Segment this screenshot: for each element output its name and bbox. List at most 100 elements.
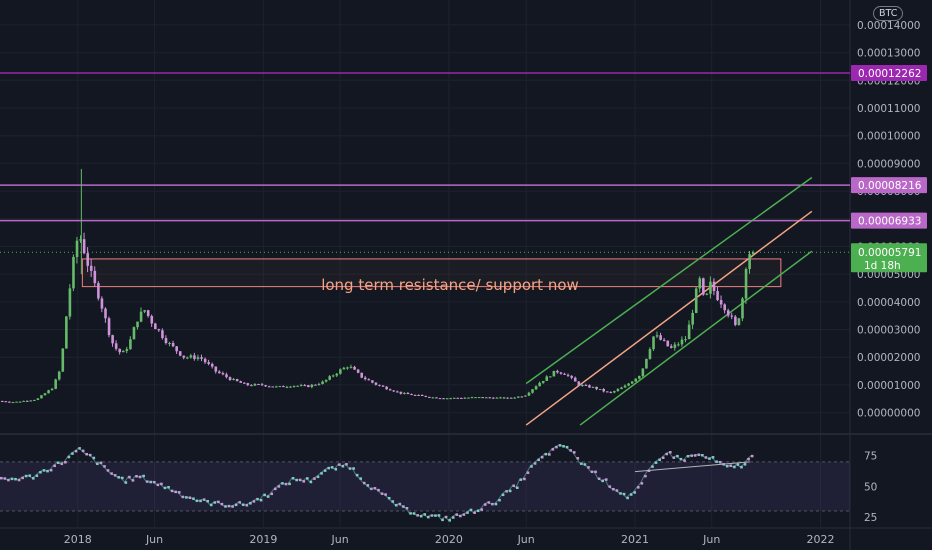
candle — [484, 397, 488, 399]
rsi-bar — [629, 493, 633, 496]
candle — [203, 358, 207, 363]
rsi-bar — [67, 455, 71, 459]
level-tag-label: 0.00006933 — [858, 216, 921, 228]
rsi-bar — [46, 469, 49, 473]
rsi-bar — [391, 500, 395, 503]
candle — [506, 397, 509, 399]
rsi-bar — [576, 457, 580, 460]
candle — [385, 386, 388, 390]
rsi-bar — [199, 499, 202, 503]
candle — [652, 336, 655, 350]
candle — [18, 401, 22, 403]
candle — [396, 391, 399, 393]
rsi-bar — [459, 514, 462, 518]
time-tick-label: Jun — [331, 533, 349, 546]
candle — [556, 370, 559, 373]
rsi-bar — [49, 468, 53, 472]
candle — [335, 373, 339, 376]
rsi-bar — [622, 492, 626, 496]
candle — [132, 327, 136, 340]
price-axis[interactable]: 0.00000000 0.00001000 0.00002000 0.00003000… — [857, 20, 920, 420]
rsi-bar — [733, 465, 736, 469]
candle — [570, 375, 573, 378]
candle — [388, 389, 392, 391]
candle — [171, 342, 175, 347]
candle — [111, 335, 114, 344]
candle — [310, 384, 314, 388]
rsi-bar — [92, 456, 96, 460]
rsi-bar — [323, 469, 327, 472]
rsi-bar — [78, 447, 81, 450]
candle — [719, 300, 723, 305]
rsi-bar — [661, 456, 665, 459]
rsi-bar — [142, 474, 145, 478]
rsi-band-fill — [0, 461, 850, 512]
candle — [257, 384, 260, 386]
candle — [346, 367, 349, 369]
price-tick-label: 0.00003000 — [857, 325, 920, 337]
rsi-tick-label: 50 — [864, 481, 877, 493]
rsi-bar — [35, 474, 39, 478]
candle — [481, 397, 485, 399]
candle — [730, 315, 734, 317]
candle — [563, 373, 566, 375]
rsi-bar — [533, 462, 537, 465]
candle — [374, 382, 378, 385]
rsi-bar — [537, 458, 540, 462]
rsi-bar — [124, 481, 128, 484]
candle — [260, 384, 264, 386]
rsi-bar — [395, 504, 398, 507]
rsi-bar — [71, 452, 74, 455]
time-axis[interactable]: 2018 Jun 2019 Jun 2020 Jun 2021 Jun 2022 — [64, 533, 835, 546]
candle — [143, 310, 146, 312]
candle — [89, 265, 93, 271]
rsi-bar — [736, 463, 740, 466]
candle — [164, 338, 168, 344]
rsi-bar — [352, 467, 355, 470]
candle — [129, 339, 132, 350]
time-tick-label: 2021 — [621, 533, 649, 546]
currency-badge[interactable]: BTC — [873, 6, 904, 21]
rsi-bar — [515, 486, 519, 489]
candle — [285, 386, 289, 388]
rsi-band — [0, 461, 850, 512]
level-tag — [851, 212, 927, 229]
rsi-bar — [252, 500, 256, 503]
candle — [659, 335, 662, 340]
rsi-bar — [747, 457, 750, 461]
candle — [477, 397, 481, 399]
rsi-bar — [316, 475, 320, 479]
candle — [691, 312, 694, 325]
resistance-support-zone — [81, 258, 782, 288]
candle — [353, 366, 356, 370]
candle — [125, 349, 129, 351]
candle — [93, 270, 97, 284]
rsi-bar — [526, 471, 530, 474]
rsi-bar — [508, 489, 512, 493]
candle — [107, 318, 111, 336]
rsi-bar — [451, 516, 455, 519]
rsi-trendline — [634, 461, 750, 473]
candle — [25, 400, 29, 402]
candle — [15, 401, 18, 403]
rsi-bar — [572, 451, 576, 454]
candle — [744, 269, 748, 299]
candle — [242, 382, 246, 384]
rsi-bar — [398, 502, 402, 506]
rsi-bar — [601, 479, 605, 483]
candle — [538, 382, 541, 387]
rsi-bar — [270, 492, 274, 496]
candle — [595, 386, 598, 390]
rsi-bar — [128, 475, 131, 479]
rsi-bar — [387, 496, 391, 500]
candle — [72, 256, 75, 289]
rsi-bar — [249, 502, 252, 505]
rsi-axis[interactable]: 25 50 75 — [864, 451, 877, 524]
candle — [61, 348, 65, 372]
candle — [381, 385, 385, 387]
rsi-bar — [53, 464, 56, 468]
candle — [573, 377, 577, 382]
